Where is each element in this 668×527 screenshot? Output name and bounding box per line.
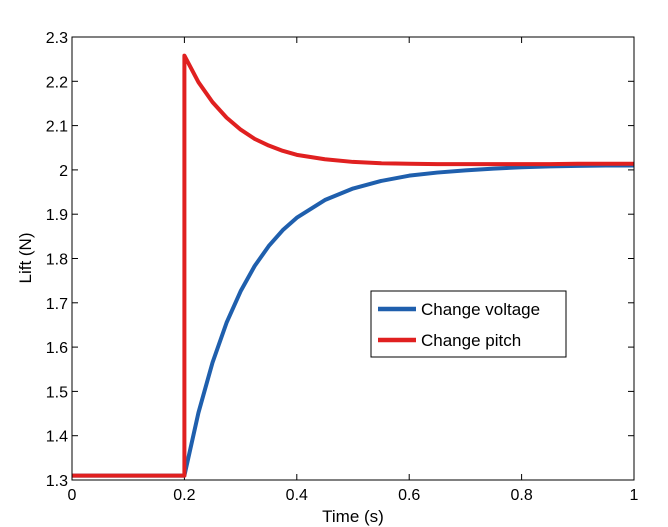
y-tick-label: 1.9 [46, 207, 68, 224]
plot-frame [71, 36, 635, 481]
y-tick-label: 2.3 [46, 30, 68, 47]
x-tick-label: 0.8 [510, 487, 532, 504]
y-tick-label: 2.2 [46, 74, 68, 91]
y-tick-label: 2 [59, 163, 68, 180]
y-tick-label: 1.8 [46, 252, 68, 269]
y-tick-label: 1.4 [46, 429, 68, 446]
y-axis-label: Lift (N) [16, 233, 35, 284]
legend-label-change-pitch: Change pitch [421, 331, 521, 350]
series-layer [72, 53, 634, 478]
legend-label-change-voltage: Change voltage [421, 300, 540, 319]
x-axis-ticks: 0 0.2 0.4 0.6 0.8 1 [68, 37, 639, 504]
series-line-change-pitch [72, 53, 634, 478]
legend-box [370, 290, 567, 358]
x-tick-label: 1 [630, 487, 639, 504]
y-tick-label: 1.3 [46, 473, 68, 490]
y-tick-label: 1.7 [46, 296, 68, 313]
x-axis-label: Time (s) [322, 507, 384, 526]
series-line-change-voltage [72, 163, 634, 478]
y-axis-ticks: 1.3 1.4 1.5 1.6 1.7 1.8 1.9 2 2.1 2.2 2.3 [46, 30, 634, 490]
x-tick-label: 0.2 [173, 487, 195, 504]
x-tick-label: 0.4 [286, 487, 308, 504]
legend: Change voltage Change pitch [370, 290, 567, 358]
x-tick-label: 0 [68, 487, 77, 504]
x-tick-label: 0.6 [398, 487, 420, 504]
plot-area [72, 37, 634, 480]
y-tick-label: 2.1 [46, 119, 68, 136]
y-tick-label: 1.5 [46, 384, 68, 401]
y-tick-label: 1.6 [46, 340, 68, 357]
